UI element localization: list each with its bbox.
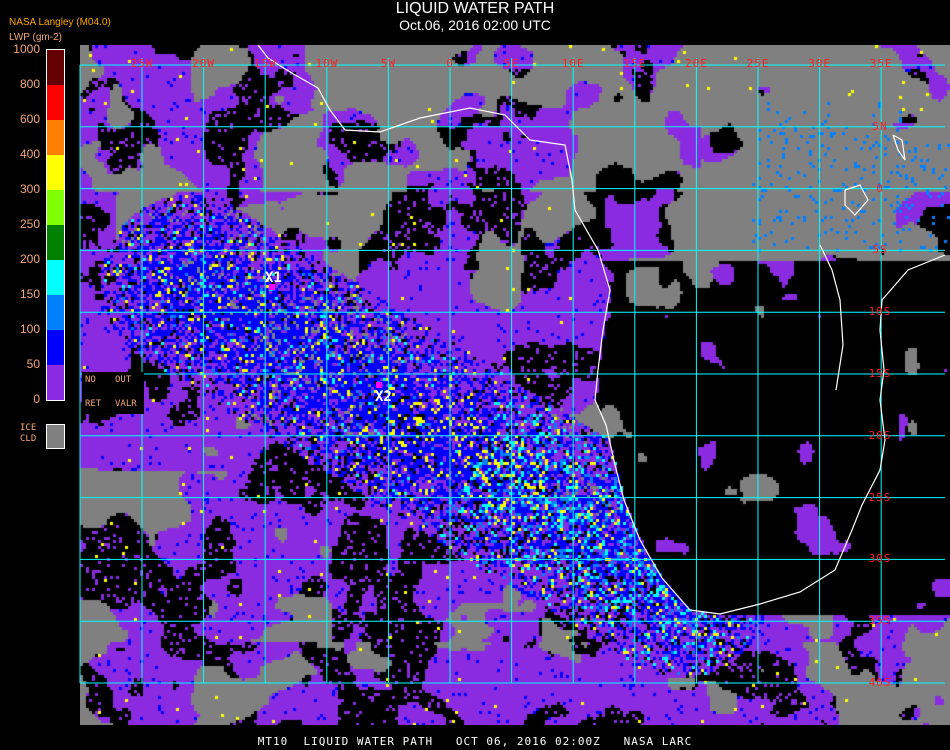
coastline xyxy=(892,134,906,161)
longitude-label: 30E xyxy=(808,57,832,70)
latitude-label: 40S xyxy=(868,676,892,689)
ice-label-line1: ICE xyxy=(20,423,37,433)
no-label: NO xyxy=(85,375,96,385)
ice-label-line2: CLD xyxy=(20,434,37,444)
color-scale-tick: 100 xyxy=(19,322,40,336)
marker-x1-dot xyxy=(269,284,275,290)
color-scale-segment xyxy=(47,330,64,365)
color-scale-segment xyxy=(47,190,64,225)
latitude-label: 20S xyxy=(868,428,892,442)
out-label: OUT xyxy=(115,375,132,385)
footer-caption: MT10 LIQUID WATER PATH OCT 06, 2016 02:0… xyxy=(257,735,693,748)
color-scale-segment xyxy=(47,155,64,190)
longitude-label: 15E xyxy=(623,57,647,70)
color-scale-segment xyxy=(47,365,64,400)
coastline xyxy=(257,44,946,615)
longitude-label: 20E xyxy=(684,57,708,70)
color-scale-tick: 800 xyxy=(19,77,40,91)
longitude-label: 35E xyxy=(869,57,893,70)
color-scale-tick: 150 xyxy=(19,287,40,301)
latitude-label: 10S xyxy=(868,305,892,319)
color-scale-tick: 400 xyxy=(19,147,40,161)
color-scale-segment xyxy=(47,295,64,330)
marker-x2-dot xyxy=(376,382,382,388)
marker-x1-label: X1 xyxy=(265,270,282,286)
coastline xyxy=(819,244,844,391)
longitude-label: 15W xyxy=(253,57,277,70)
color-scale-segment xyxy=(47,50,64,85)
color-scale-segment xyxy=(47,225,64,260)
latitude-label: 25S xyxy=(868,490,892,504)
ice-cloud-swatch xyxy=(46,424,65,449)
longitude-label: 10E xyxy=(561,57,585,70)
longitude-label: 5W xyxy=(380,57,397,70)
latitude-label: 0 xyxy=(876,181,884,195)
color-scale-tick: 200 xyxy=(19,252,40,266)
latitude-label: 5S xyxy=(872,243,888,257)
latitude-label: 15S xyxy=(868,367,892,380)
color-scale-tick: 250 xyxy=(19,217,40,231)
ice-cloud-label: ICE CLD xyxy=(20,423,36,445)
no-retrieval-legend: NO OUT RET VALR xyxy=(82,372,144,414)
longitude-label: 20W xyxy=(192,57,216,70)
color-scale-tick: 300 xyxy=(19,182,40,196)
longitude-label: 10W xyxy=(315,57,339,70)
marker-x2-label: X2 xyxy=(375,389,392,405)
color-scale-bar xyxy=(46,49,65,401)
color-scale-tick: 50 xyxy=(26,357,40,371)
latitude-label: 30S xyxy=(868,552,892,566)
color-scale-tick: 1000 xyxy=(13,42,40,56)
longitude-label: 25W xyxy=(130,57,154,70)
producer-label: NASA Langley (M04.0) xyxy=(9,17,111,28)
latitude-label: 35S xyxy=(868,614,892,628)
longitude-label: 5E xyxy=(503,57,520,70)
map-timestamp: Oct.06, 2016 02:00 UTC xyxy=(399,17,551,33)
color-scale-segment xyxy=(47,260,64,295)
valr-label: VALR xyxy=(115,399,137,409)
color-scale-tick: 600 xyxy=(19,112,40,126)
color-scale-segment xyxy=(47,85,64,120)
color-scale-segment xyxy=(47,120,64,155)
units-label: LWP (gm-2) xyxy=(9,32,62,43)
longitude-label: 25E xyxy=(746,57,770,70)
map-title: LIQUID WATER PATH xyxy=(395,0,555,17)
color-scale-tick: 0 xyxy=(33,392,40,406)
ret-label: RET xyxy=(85,399,102,409)
longitude-label: 0 xyxy=(446,57,454,70)
latitude-label: 5N xyxy=(872,119,888,133)
coastline xyxy=(844,184,869,216)
satellite-lwp-image xyxy=(80,45,950,725)
